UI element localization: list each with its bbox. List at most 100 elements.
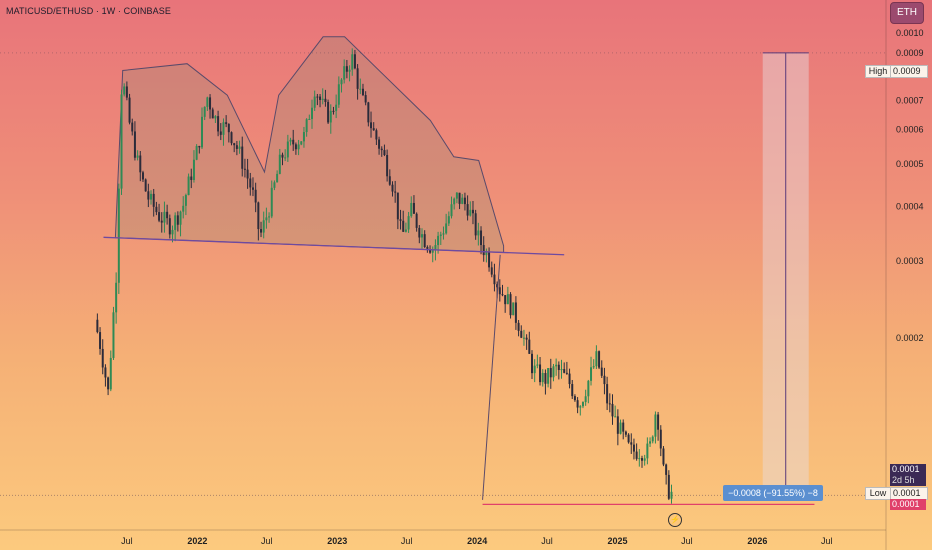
candle-down[interactable] — [107, 377, 110, 390]
candle-up[interactable] — [522, 337, 525, 339]
candle-down[interactable] — [125, 86, 128, 98]
candle-up[interactable] — [150, 193, 153, 200]
candle-up[interactable] — [201, 116, 203, 148]
candle-down[interactable] — [211, 109, 214, 119]
candle-down[interactable] — [361, 88, 364, 96]
candle-down[interactable] — [128, 97, 131, 123]
flash-icon[interactable]: ⚡ — [668, 513, 682, 527]
candle-up[interactable] — [265, 217, 268, 221]
candle-up[interactable] — [506, 294, 509, 305]
candle-up[interactable] — [431, 249, 434, 253]
candle-down[interactable] — [230, 132, 233, 144]
drawing-lines-layer[interactable] — [0, 52, 886, 506]
candle-up[interactable] — [592, 366, 595, 368]
candle-up[interactable] — [437, 235, 440, 246]
candle-down[interactable] — [353, 54, 356, 69]
candle-down[interactable] — [233, 143, 236, 146]
candle-down[interactable] — [141, 172, 144, 180]
candle-up[interactable] — [541, 372, 544, 383]
candle-up[interactable] — [311, 107, 313, 119]
candle-up[interactable] — [329, 110, 332, 123]
candle-up[interactable] — [337, 84, 340, 105]
candle-up[interactable] — [547, 368, 550, 384]
candle-down[interactable] — [498, 287, 501, 295]
candle-up[interactable] — [595, 351, 598, 367]
candle-up[interactable] — [308, 118, 311, 120]
candle-up[interactable] — [453, 198, 456, 205]
candle-down[interactable] — [391, 184, 394, 192]
candle-up[interactable] — [555, 364, 558, 367]
candle-up[interactable] — [445, 223, 448, 234]
candle-down[interactable] — [501, 294, 504, 296]
candle-up[interactable] — [136, 155, 139, 158]
candle-down[interactable] — [616, 416, 619, 434]
candle-down[interactable] — [659, 429, 662, 449]
candle-down[interactable] — [471, 209, 474, 214]
candle-up[interactable] — [112, 312, 115, 358]
candle-up[interactable] — [421, 234, 423, 238]
candle-up[interactable] — [284, 157, 287, 159]
candle-up[interactable] — [584, 396, 587, 403]
candle-up[interactable] — [262, 220, 265, 233]
candle-up[interactable] — [238, 146, 241, 149]
candle-down[interactable] — [517, 322, 520, 331]
candle-down[interactable] — [367, 102, 370, 123]
candle-down[interactable] — [260, 229, 263, 233]
candle-up[interactable] — [206, 97, 209, 107]
candle-down[interactable] — [662, 448, 665, 465]
candle-down[interactable] — [316, 96, 319, 98]
candle-down[interactable] — [133, 131, 136, 158]
candle-down[interactable] — [249, 178, 252, 188]
candle-up[interactable] — [410, 202, 413, 217]
candle-down[interactable] — [493, 274, 496, 285]
candle-down[interactable] — [254, 189, 257, 203]
candle-up[interactable] — [619, 422, 622, 434]
candle-down[interactable] — [370, 122, 373, 129]
candle-down[interactable] — [96, 319, 99, 333]
candle-down[interactable] — [426, 246, 429, 250]
candle-up[interactable] — [270, 187, 273, 217]
candle-down[interactable] — [209, 97, 212, 110]
candle-down[interactable] — [394, 191, 397, 193]
candle-down[interactable] — [531, 353, 533, 374]
candle-down[interactable] — [383, 150, 386, 156]
candle-down[interactable] — [235, 145, 238, 149]
candle-down[interactable] — [458, 192, 461, 204]
candle-up[interactable] — [670, 491, 673, 499]
candle-up[interactable] — [450, 204, 453, 217]
candle-up[interactable] — [455, 192, 458, 199]
candle-down[interactable] — [415, 213, 418, 228]
candle-down[interactable] — [480, 230, 483, 246]
candle-down[interactable] — [99, 332, 102, 349]
candle-down[interactable] — [251, 187, 254, 190]
candle-up[interactable] — [276, 173, 279, 183]
candle-up[interactable] — [120, 94, 123, 189]
candle-up[interactable] — [649, 441, 652, 444]
candle-up[interactable] — [163, 211, 166, 223]
candle-up[interactable] — [343, 66, 346, 80]
candle-down[interactable] — [576, 400, 579, 408]
candle-down[interactable] — [386, 155, 389, 177]
candle-up[interactable] — [115, 282, 118, 313]
candle-down[interactable] — [611, 403, 614, 417]
candle-down[interactable] — [257, 202, 260, 230]
candle-down[interactable] — [412, 202, 415, 214]
candle-down[interactable] — [345, 66, 348, 72]
candle-up[interactable] — [286, 141, 289, 158]
candle-up[interactable] — [587, 380, 590, 397]
candle-up[interactable] — [447, 216, 450, 224]
candle-up[interactable] — [192, 159, 195, 180]
candle-down[interactable] — [622, 422, 625, 432]
candle-up[interactable] — [297, 144, 300, 150]
candle-down[interactable] — [641, 458, 643, 461]
candle-down[interactable] — [624, 431, 627, 435]
candle-down[interactable] — [571, 384, 574, 397]
candle-up[interactable] — [533, 365, 536, 374]
candle-down[interactable] — [292, 139, 295, 145]
candle-up[interactable] — [305, 119, 308, 133]
candle-up[interactable] — [359, 88, 362, 90]
candle-down[interactable] — [657, 414, 660, 430]
candle-up[interactable] — [184, 195, 187, 206]
candle-down[interactable] — [139, 155, 142, 173]
